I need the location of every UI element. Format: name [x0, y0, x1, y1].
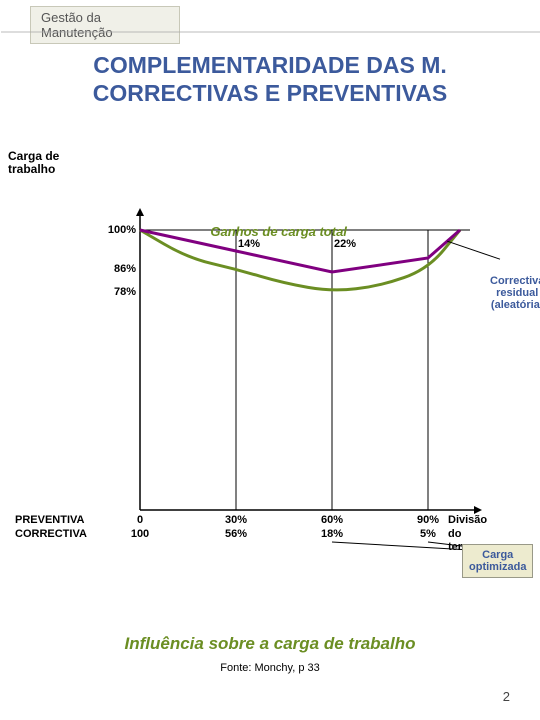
legend-divisao: Divisão: [448, 514, 487, 527]
y-tick-label: 78%: [114, 286, 136, 298]
box-carga-optimizada: Carga optimizada: [462, 544, 533, 578]
header-tab: Gestão da Manutenção: [30, 6, 180, 44]
plot-area: 100%86%78%010030%56%60%18%90%5%PREVENTIV…: [140, 230, 460, 510]
subtitle: Influência sobre a carga de trabalho: [0, 634, 540, 654]
source-line: Fonte: Monchy, p 33: [0, 662, 540, 674]
x-tick-top: 60%: [321, 514, 343, 526]
x-tick-bot: 5%: [420, 528, 436, 540]
page-title: COMPLEMENTARIDADE DAS M. CORRECTIVAS E P…: [30, 52, 510, 107]
xrow-correctiva: CORRECTIVA: [15, 528, 87, 540]
x-tick-bot: 100: [131, 528, 149, 540]
x-tick-bot: 18%: [321, 528, 343, 540]
x-tick-top: 30%: [225, 514, 247, 526]
y-tick-label: 100%: [108, 224, 136, 236]
gain-anno: 22%: [334, 238, 356, 250]
x-tick-top: 90%: [417, 514, 439, 526]
gains-label: Ganhos de carga total: [210, 224, 347, 239]
xrow-preventiva: PREVENTIVA: [15, 514, 84, 526]
gain-anno: 14%: [238, 238, 260, 250]
box-correctiva-residual: Correctivaresidual(aleatória): [490, 275, 540, 311]
y-tick-label: 86%: [114, 263, 136, 275]
page-number: 2: [503, 689, 510, 704]
x-tick-top: 0: [137, 514, 143, 526]
chart: Carga de trabalho 100%86%78%010030%56%60…: [10, 170, 530, 580]
x-tick-bot: 56%: [225, 528, 247, 540]
y-axis-caption: Carga de trabalho: [8, 150, 78, 176]
